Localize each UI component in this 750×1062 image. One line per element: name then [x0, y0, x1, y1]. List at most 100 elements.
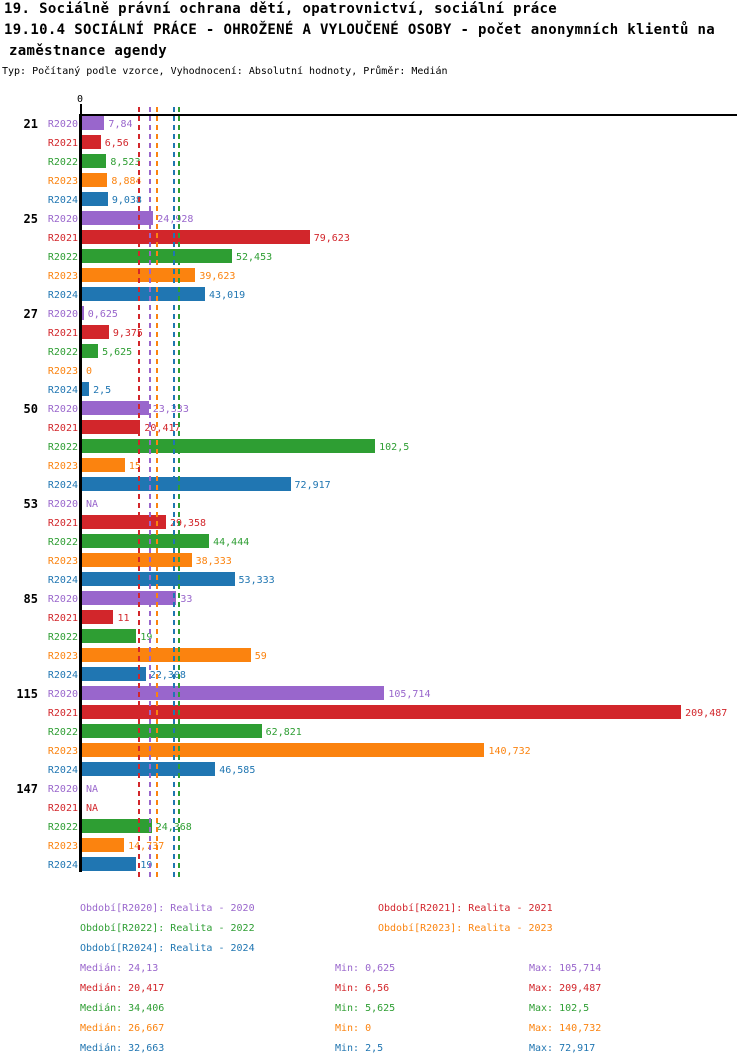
- x-axis-tick: [80, 104, 82, 115]
- bar-R2022-27: [82, 344, 99, 358]
- bar-R2024-25: [82, 287, 206, 301]
- series-label-R2022-147: R2022: [47, 822, 78, 833]
- legend-item-R2020: Období[R2020]: Realita - 2020: [80, 903, 255, 914]
- bar-R2021-27: [82, 325, 109, 339]
- group-label-21: 21: [23, 117, 38, 131]
- series-label-R2024-27: R2024: [47, 385, 78, 396]
- value-label-R2024-115: 46,585: [219, 765, 256, 776]
- value-label-R2022-27: 5,625: [102, 347, 133, 358]
- value-label-R2024-50: 72,917: [294, 480, 331, 491]
- series-label-R2021-115: R2021: [47, 708, 78, 719]
- stat-median-R2020: Medián: 24,13: [80, 963, 159, 974]
- bar-R2023-50: [82, 458, 125, 472]
- stat-median-R2022: Medián: 34,406: [80, 1003, 165, 1014]
- series-label-R2022-53: R2022: [47, 537, 78, 548]
- stat-median-R2023: Medián: 26,667: [80, 1023, 165, 1034]
- value-label-R2023-27: 0: [86, 366, 93, 377]
- series-label-R2020-27: R2020: [47, 309, 78, 320]
- stat-max-R2020: Max: 105,714: [529, 963, 602, 974]
- series-label-R2021-53: R2021: [47, 518, 78, 529]
- value-label-R2020-115: 105,714: [388, 689, 431, 700]
- bar-R2020-25: [82, 211, 154, 225]
- bar-R2024-147: [82, 857, 137, 871]
- series-label-R2021-21: R2021: [47, 138, 78, 149]
- stat-min-R2023: Min: 0: [335, 1023, 372, 1034]
- bar-R2022-85: [82, 629, 137, 643]
- bar-R2024-27: [82, 382, 90, 396]
- bar-R2020-21: [82, 116, 105, 130]
- series-label-R2024-115: R2024: [47, 765, 78, 776]
- bar-R2024-50: [82, 477, 291, 491]
- group-label-147: 147: [16, 782, 38, 796]
- value-label-R2020-53: NA: [86, 499, 99, 510]
- bar-R2022-50: [82, 439, 376, 453]
- series-label-R2021-25: R2021: [47, 233, 78, 244]
- legend-item-R2021: Období[R2021]: Realita - 2021: [378, 903, 553, 914]
- bar-R2021-53: [82, 515, 166, 529]
- report-title-line2: 19.10.4 SOCIÁLNÍ PRÁCE - OHROŽENÉ A VYLO…: [4, 22, 716, 38]
- value-label-R2022-53: 44,444: [213, 537, 250, 548]
- series-label-R2023-147: R2023: [47, 841, 78, 852]
- median-line-R2020: [149, 107, 151, 878]
- group-label-25: 25: [23, 212, 38, 226]
- report-title-line3: zaměstnance agendy: [9, 43, 168, 59]
- bar-R2022-115: [82, 724, 262, 738]
- series-label-R2021-27: R2021: [47, 328, 78, 339]
- group-label-27: 27: [23, 307, 38, 321]
- bar-R2021-21: [82, 135, 101, 149]
- bar-R2020-50: [82, 401, 149, 415]
- group-label-53: 53: [23, 497, 38, 511]
- series-label-R2022-25: R2022: [47, 252, 78, 263]
- series-label-R2023-25: R2023: [47, 271, 78, 282]
- value-label-R2022-50: 102,5: [379, 442, 410, 453]
- value-label-R2020-147: NA: [86, 784, 99, 795]
- series-label-R2020-85: R2020: [47, 594, 78, 605]
- stat-min-R2021: Min: 6,56: [335, 983, 390, 994]
- stat-max-R2023: Max: 140,732: [529, 1023, 602, 1034]
- value-label-R2021-115: 209,487: [685, 708, 728, 719]
- value-label-R2024-147: 19: [140, 860, 153, 871]
- value-label-R2023-115: 140,732: [488, 746, 531, 757]
- series-label-R2023-115: R2023: [47, 746, 78, 757]
- series-label-R2024-25: R2024: [47, 290, 78, 301]
- bar-R2023-21: [82, 173, 108, 187]
- value-label-R2023-25: 39,623: [199, 271, 236, 282]
- value-label-R2024-53: 53,333: [238, 575, 275, 586]
- series-label-R2020-115: R2020: [47, 689, 78, 700]
- value-label-R2021-50: 20,417: [144, 423, 181, 434]
- series-label-R2022-115: R2022: [47, 727, 78, 738]
- series-label-R2023-50: R2023: [47, 461, 78, 472]
- bar-R2022-147: [82, 819, 152, 833]
- bar-R2023-115: [82, 743, 485, 757]
- series-label-R2020-53: R2020: [47, 499, 78, 510]
- median-line-R2021: [138, 107, 141, 878]
- legend-item-R2022: Období[R2022]: Realita - 2022: [80, 923, 255, 934]
- bar-R2021-25: [82, 230, 310, 244]
- value-label-R2020-21: 7,84: [108, 119, 133, 130]
- series-label-R2020-25: R2020: [47, 214, 78, 225]
- series-label-R2022-21: R2022: [47, 157, 78, 168]
- series-label-R2021-147: R2021: [47, 803, 78, 814]
- value-label-R2022-21: 8,523: [110, 157, 141, 168]
- bar-R2020-27: [82, 306, 84, 320]
- x-axis-line: [80, 114, 737, 116]
- series-label-R2021-85: R2021: [47, 613, 78, 624]
- series-label-R2022-27: R2022: [47, 347, 78, 358]
- y-axis-line: [79, 114, 82, 872]
- group-label-85: 85: [23, 592, 38, 606]
- legend-item-R2024: Období[R2024]: Realita - 2024: [80, 943, 255, 954]
- stat-max-R2022: Max: 102,5: [529, 1003, 590, 1014]
- value-label-R2020-27: 0,625: [87, 309, 118, 320]
- series-label-R2023-21: R2023: [47, 176, 78, 187]
- value-label-R2024-27: 2,5: [93, 385, 112, 396]
- value-label-R2022-85: 19: [140, 632, 153, 643]
- stat-max-R2021: Max: 209,487: [529, 983, 602, 994]
- legend-item-R2023: Období[R2023]: Realita - 2023: [378, 923, 553, 934]
- value-label-R2021-21: 6,56: [104, 138, 129, 149]
- bar-R2024-115: [82, 762, 216, 776]
- bar-R2020-85: [82, 591, 177, 605]
- stat-min-R2024: Min: 2,5: [335, 1043, 384, 1054]
- series-label-R2022-85: R2022: [47, 632, 78, 643]
- bar-R2024-53: [82, 572, 235, 586]
- series-label-R2024-21: R2024: [47, 195, 78, 206]
